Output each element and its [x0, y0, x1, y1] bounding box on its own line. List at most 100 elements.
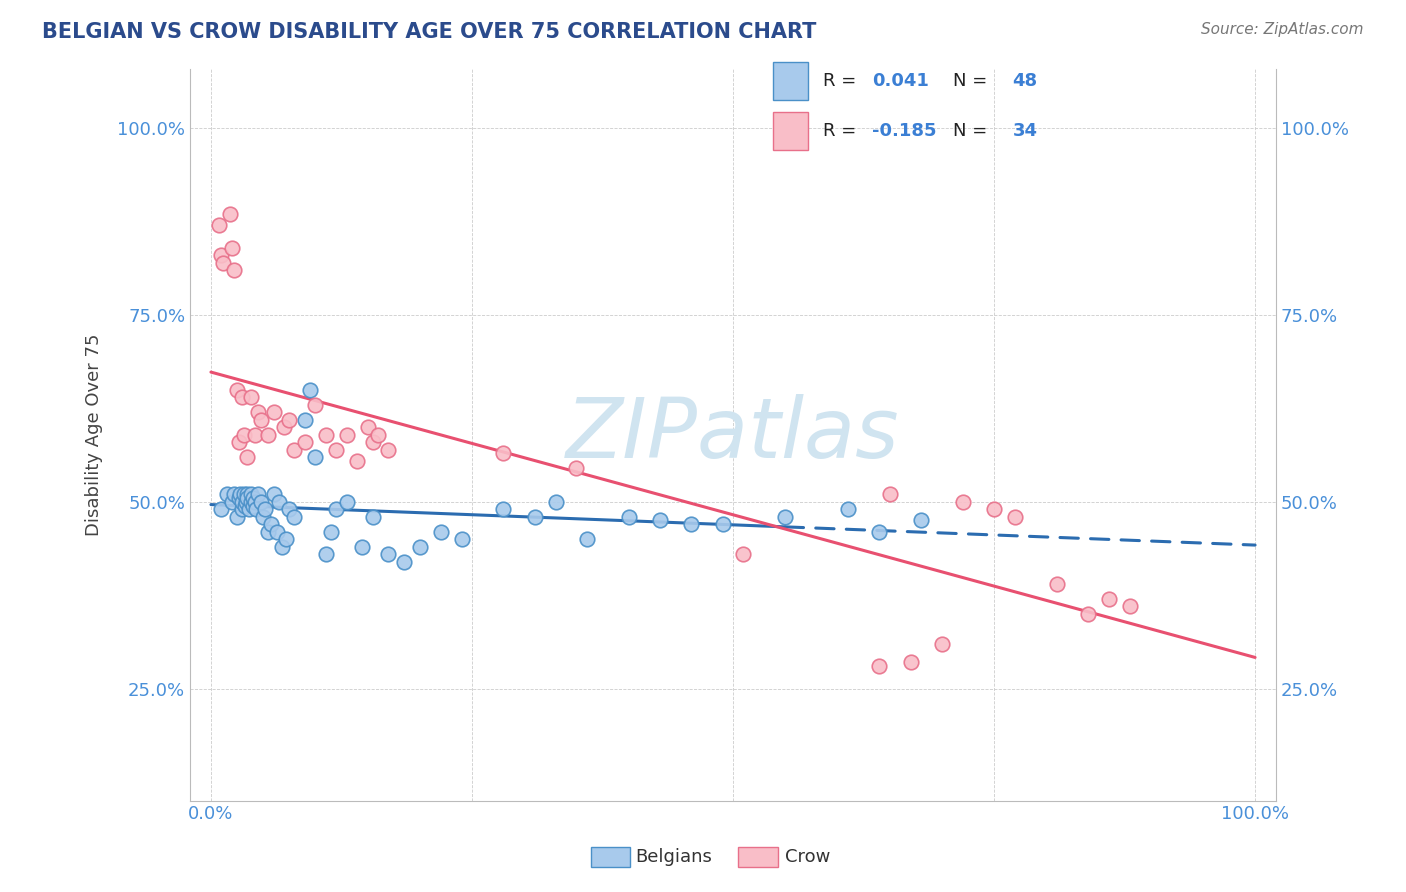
Point [209, 502, 232, 516]
Point [239, 390, 262, 404]
Point [319, 524, 342, 539]
Point [356, 420, 378, 434]
Point [235, 495, 257, 509]
Point [236, 491, 259, 505]
Text: 48: 48 [1012, 72, 1038, 90]
Point [226, 509, 249, 524]
Point [492, 502, 515, 516]
Point [271, 540, 294, 554]
Point [983, 502, 1005, 516]
Point [250, 495, 273, 509]
Point [565, 461, 588, 475]
Point [450, 532, 472, 546]
Point [868, 524, 890, 539]
Point [1046, 577, 1069, 591]
Point [215, 487, 238, 501]
Point [837, 502, 859, 516]
FancyBboxPatch shape [773, 62, 808, 100]
Point [294, 435, 316, 450]
Point [250, 412, 273, 426]
Point [242, 491, 264, 505]
Point [242, 499, 264, 513]
Point [367, 427, 389, 442]
Point [245, 502, 267, 516]
FancyBboxPatch shape [773, 112, 808, 150]
Point [544, 495, 567, 509]
Point [392, 555, 415, 569]
Point [208, 219, 231, 233]
Point [304, 450, 326, 464]
Point [238, 502, 260, 516]
Point [236, 487, 259, 501]
Point [879, 487, 901, 501]
Point [252, 509, 274, 524]
Point [239, 487, 262, 501]
Text: N =: N = [953, 121, 993, 139]
Point [212, 256, 235, 270]
Point [228, 491, 250, 505]
Point [952, 495, 974, 509]
Point [243, 427, 266, 442]
Point [299, 383, 322, 397]
Point [492, 446, 515, 460]
Point [260, 517, 283, 532]
Text: Source: ZipAtlas.com: Source: ZipAtlas.com [1201, 22, 1364, 37]
Point [648, 513, 671, 527]
Point [243, 495, 266, 509]
Point [257, 427, 280, 442]
Point [228, 435, 250, 450]
Point [278, 502, 301, 516]
Point [283, 509, 305, 524]
Point [1004, 509, 1026, 524]
Text: Crow: Crow [785, 848, 830, 866]
Point [229, 487, 252, 501]
Point [377, 442, 399, 457]
Text: 34: 34 [1012, 121, 1038, 139]
Point [266, 524, 288, 539]
Point [263, 405, 285, 419]
Point [1098, 591, 1121, 606]
Point [283, 442, 305, 457]
Point [218, 207, 240, 221]
Point [1077, 607, 1099, 621]
Text: 0.041: 0.041 [872, 72, 928, 90]
Point [246, 405, 269, 419]
Point [325, 442, 347, 457]
Point [523, 509, 546, 524]
Point [346, 453, 368, 467]
Point [263, 487, 285, 501]
Point [274, 532, 297, 546]
Text: N =: N = [953, 72, 993, 90]
Y-axis label: Disability Age Over 75: Disability Age Over 75 [86, 334, 103, 536]
Point [222, 263, 245, 277]
Point [900, 656, 922, 670]
Point [231, 502, 253, 516]
Point [336, 495, 359, 509]
Point [1119, 599, 1142, 614]
Point [868, 659, 890, 673]
Point [617, 509, 640, 524]
Point [910, 513, 932, 527]
Point [931, 637, 953, 651]
Point [236, 450, 259, 464]
Point [377, 547, 399, 561]
Point [273, 420, 295, 434]
Point [239, 495, 262, 509]
Point [315, 547, 337, 561]
Text: R =: R = [823, 121, 862, 139]
Text: ZIPatlas: ZIPatlas [567, 394, 900, 475]
Point [711, 517, 734, 532]
Point [257, 524, 280, 539]
Point [222, 487, 245, 501]
Point [209, 248, 232, 262]
Point [315, 427, 337, 442]
Point [235, 499, 257, 513]
Point [733, 547, 755, 561]
Point [429, 524, 451, 539]
Point [254, 502, 277, 516]
Point [361, 509, 384, 524]
Text: R =: R = [823, 72, 862, 90]
Point [575, 532, 598, 546]
Point [361, 435, 384, 450]
Point [352, 540, 374, 554]
